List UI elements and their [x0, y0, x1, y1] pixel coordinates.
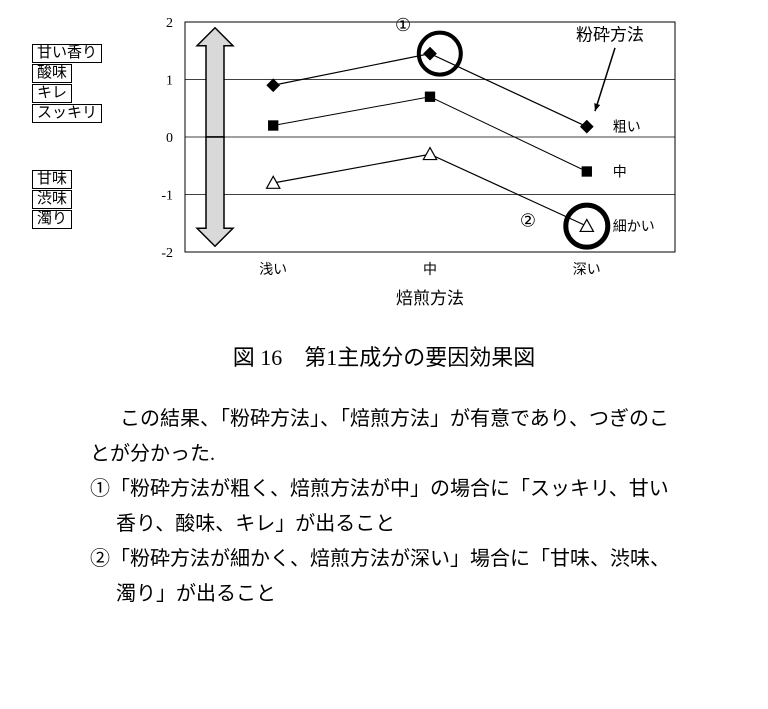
body-item-2: ②「粉砕方法が細かく、焙煎方法が深い」場合に「甘味、渋味、濁り」が出ること	[90, 542, 688, 612]
series-label: 細かい	[613, 219, 655, 235]
header-label: 粉砕方法	[576, 25, 644, 44]
legend-top-2: 酸味	[32, 64, 72, 83]
legend-top-3: キレ	[32, 84, 72, 103]
body-item-1: ①「粉砕方法が粗く、焙煎方法が中」の場合に「スッキリ、甘い香り、酸味、キレ」が出…	[90, 472, 688, 542]
svg-text:-2: -2	[161, 246, 173, 261]
chart-svg: -2-1012浅い中深い焙煎方法粗い中細かい粉砕方法①②	[20, 10, 748, 310]
svg-text:焙煎方法: 焙煎方法	[396, 289, 464, 308]
series-line	[273, 154, 587, 226]
annotation-label: ②	[520, 210, 536, 230]
svg-text:0: 0	[166, 131, 173, 146]
legend-bot-1: 甘味	[32, 170, 72, 189]
annotation-label: ①	[395, 15, 411, 35]
legend-top-1: 甘い香り	[32, 44, 102, 63]
svg-text:2: 2	[166, 16, 173, 31]
series-label: 粗い	[613, 120, 641, 136]
figure-caption: 図 16 第1主成分の要因効果図	[20, 340, 748, 372]
svg-text:浅い: 浅い	[259, 262, 287, 278]
legend-top-4: スッキリ	[32, 104, 102, 123]
svg-text:中: 中	[423, 262, 437, 278]
chart-container: 甘い香り 酸味 キレ スッキリ 甘味 渋味 濁り -2-1012浅い中深い焙煎方…	[20, 10, 748, 310]
legend-bot-3: 濁り	[32, 210, 72, 229]
legend-bot-2: 渋味	[32, 190, 72, 209]
body-lead: この結果、「粉砕方法」、「焙煎方法」が有意であり、つぎのことが分かった.	[90, 402, 688, 472]
svg-text:深い: 深い	[573, 262, 601, 278]
series-line	[273, 54, 587, 127]
down-arrow-icon	[197, 137, 233, 246]
svg-text:-1: -1	[161, 189, 173, 204]
svg-text:1: 1	[166, 74, 173, 89]
up-arrow-icon	[197, 28, 233, 137]
series-label: 中	[613, 165, 627, 181]
series-line	[273, 97, 587, 172]
